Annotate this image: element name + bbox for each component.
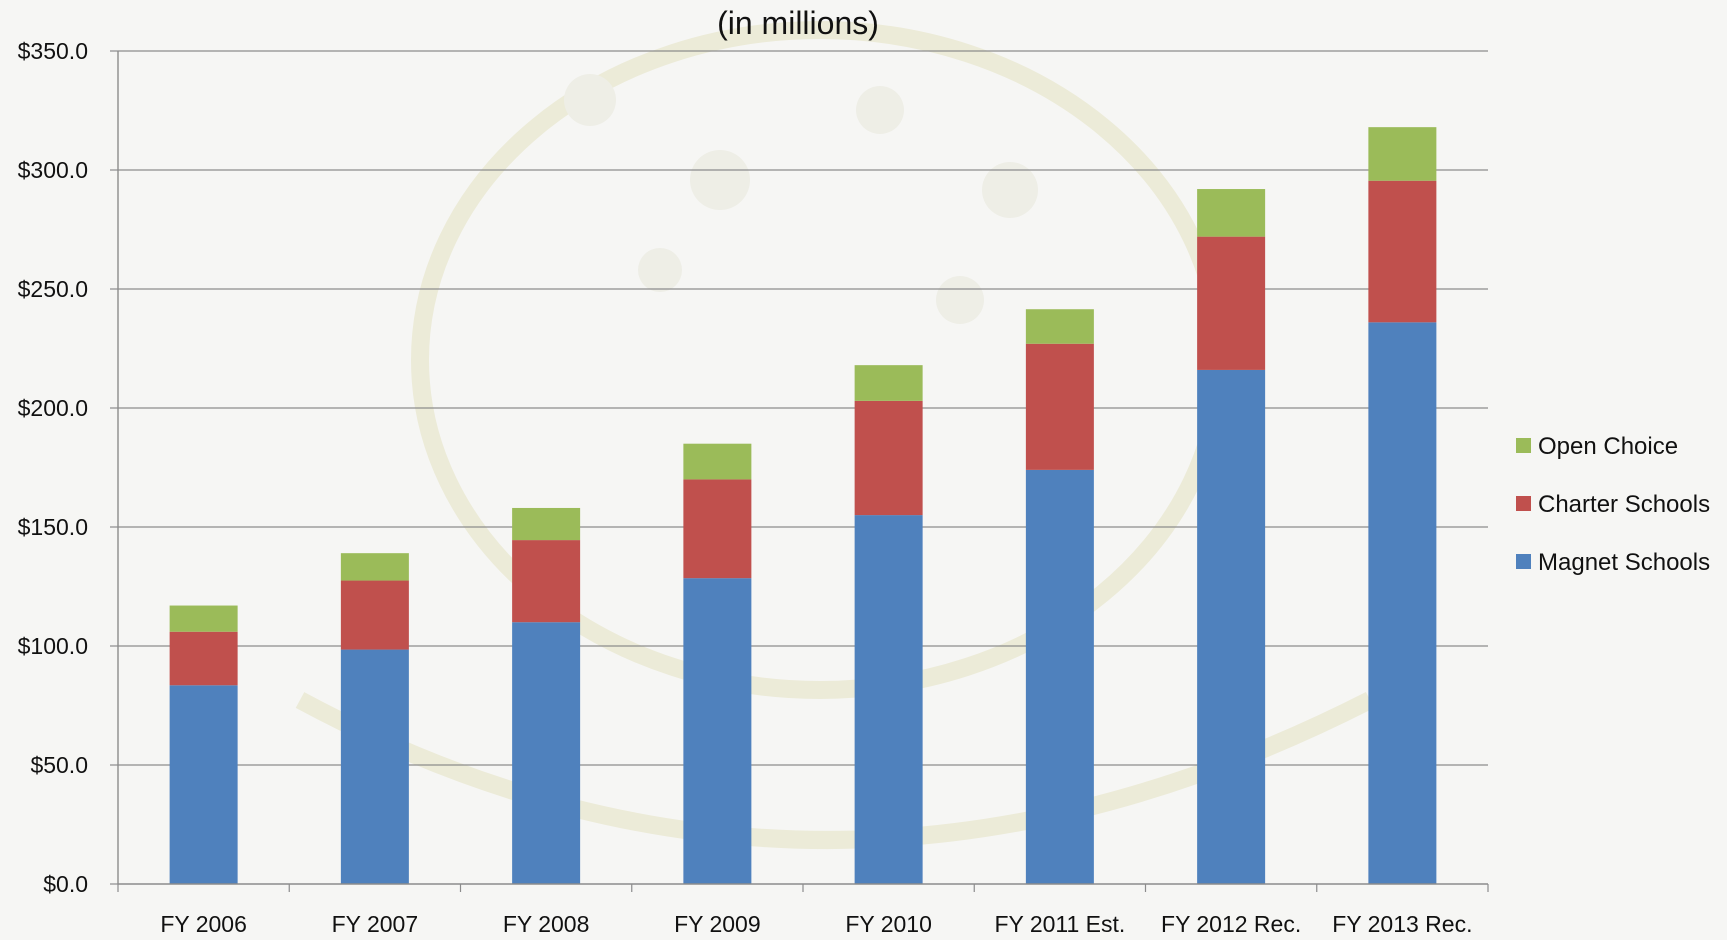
bar-segment-charter-schools bbox=[1025, 343, 1094, 470]
bar-stack bbox=[340, 553, 409, 884]
bar-stacks bbox=[169, 127, 1437, 884]
bar-segment-magnet-schools bbox=[683, 578, 752, 884]
x-axis-tick-labels: FY 2006 FY 2007 FY 2008 FY 2009 FY 2010 FY 20… bbox=[160, 911, 1472, 937]
legend-swatch bbox=[1516, 554, 1531, 569]
legend-label: Open Choice bbox=[1538, 433, 1678, 460]
x-tick-label: FY 2010 bbox=[845, 911, 932, 937]
y-tick-label: $350.0 bbox=[18, 38, 88, 64]
bar-stack bbox=[854, 365, 923, 884]
bar-segment-charter-schools bbox=[512, 540, 581, 623]
bar-segment-charter-schools bbox=[854, 400, 923, 516]
y-axis-tick-labels: $0.0 $50.0 $100.0 $150.0 $200.0 $250.0 $300.0 $… bbox=[18, 38, 88, 897]
x-tick-label: FY 2013 Rec. bbox=[1332, 911, 1472, 937]
bar-segment-magnet-schools bbox=[340, 649, 409, 884]
x-tick-label: FY 2008 bbox=[503, 911, 590, 937]
x-tick-label: FY 2012 Rec. bbox=[1161, 911, 1301, 937]
bar-segment-open-choice bbox=[169, 605, 238, 632]
gridlines bbox=[110, 50, 1488, 885]
bar-segment-open-choice bbox=[512, 507, 581, 541]
x-tick-label: FY 2006 bbox=[160, 911, 247, 937]
bar-segment-charter-schools bbox=[683, 479, 752, 579]
bar-segment-open-choice bbox=[1197, 189, 1266, 237]
legend-swatch bbox=[1516, 438, 1531, 453]
y-tick-label: $250.0 bbox=[18, 276, 88, 302]
bar-stack bbox=[1368, 127, 1437, 884]
y-tick-label: $150.0 bbox=[18, 514, 88, 540]
bar-stack bbox=[512, 507, 581, 884]
y-tick-label: $100.0 bbox=[18, 633, 88, 659]
bar-segment-magnet-schools bbox=[1368, 322, 1437, 884]
legend-swatch bbox=[1516, 496, 1531, 511]
y-tick-label: $0.0 bbox=[43, 871, 88, 897]
bar-stack bbox=[169, 605, 238, 884]
y-tick-label: $200.0 bbox=[18, 395, 88, 421]
bar-segment-magnet-schools bbox=[169, 685, 238, 884]
bar-stack bbox=[683, 443, 752, 884]
x-tick-label: FY 2011 Est. bbox=[994, 911, 1125, 937]
legend-label: Magnet Schools bbox=[1538, 549, 1710, 576]
axes bbox=[117, 51, 1489, 892]
bar-segment-open-choice bbox=[340, 553, 409, 581]
legend: Open Choice Charter Schools Magnet Schools bbox=[1516, 433, 1710, 576]
legend-label: Charter Schools bbox=[1538, 491, 1710, 518]
bar-segment-open-choice bbox=[683, 443, 752, 480]
bar-segment-charter-schools bbox=[1197, 236, 1266, 370]
x-tick-label: FY 2007 bbox=[332, 911, 419, 937]
bar-segment-magnet-schools bbox=[1025, 469, 1094, 884]
bar-segment-open-choice bbox=[1368, 127, 1437, 181]
y-tick-label: $50.0 bbox=[30, 752, 88, 778]
bar-segment-charter-schools bbox=[340, 580, 409, 650]
legend-item: Open Choice bbox=[1516, 433, 1678, 460]
legend-item: Magnet Schools bbox=[1516, 549, 1710, 576]
legend-item: Charter Schools bbox=[1516, 491, 1710, 518]
bar-segment-magnet-schools bbox=[854, 515, 923, 884]
bar-segment-open-choice bbox=[1025, 309, 1094, 344]
chart-subtitle: (in millions) bbox=[717, 5, 879, 41]
bar-segment-charter-schools bbox=[169, 631, 238, 686]
bar-segment-magnet-schools bbox=[512, 622, 581, 884]
bar-segment-open-choice bbox=[854, 365, 923, 401]
x-tick-label: FY 2009 bbox=[674, 911, 761, 937]
bar-segment-magnet-schools bbox=[1197, 369, 1266, 884]
bar-stack bbox=[1197, 189, 1266, 884]
y-tick-label: $300.0 bbox=[18, 157, 88, 183]
bar-stack bbox=[1025, 309, 1094, 884]
bar-segment-charter-schools bbox=[1368, 180, 1437, 323]
